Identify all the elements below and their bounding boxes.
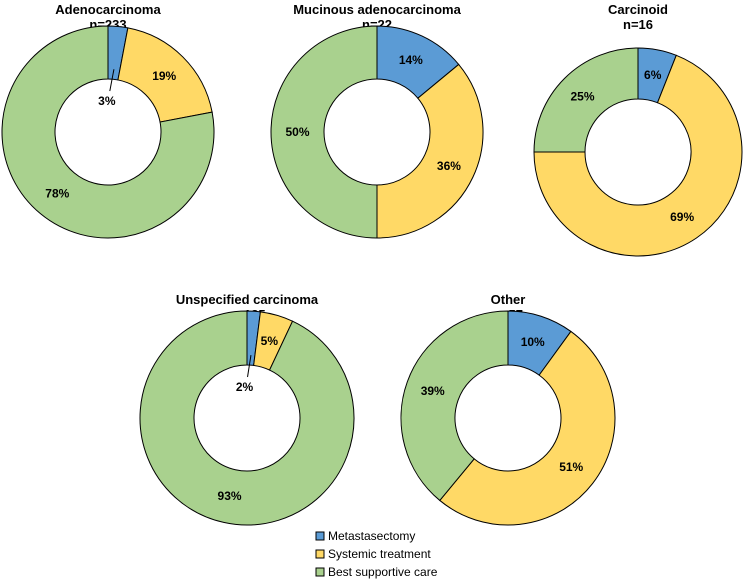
slice-label-systemic-treatment: 51% — [559, 460, 583, 474]
legend-swatch-metastasectomy — [315, 531, 325, 541]
slice-best-supportive-care — [139, 310, 355, 526]
slice-label-best-supportive-care: 39% — [421, 384, 445, 398]
slice-label-metastasectomy: 6% — [644, 68, 662, 82]
legend-swatch-best-supportive-care — [315, 567, 325, 577]
slice-systemic-treatment — [439, 330, 616, 526]
slice-best-supportive-care — [270, 25, 378, 239]
legend-label-metastasectomy: Metastasectomy — [328, 529, 415, 543]
slice-systemic-treatment — [376, 63, 484, 239]
slice-label-metastasectomy: 3% — [98, 94, 116, 108]
chart-title: Carcinoid — [608, 2, 668, 17]
legend-label-best-supportive-care: Best supportive care — [328, 565, 438, 579]
chart-title: Other — [491, 292, 526, 307]
slice-label-best-supportive-care: 93% — [218, 489, 242, 503]
legend-label-systemic-treatment: Systemic treatment — [328, 547, 431, 561]
slice-label-systemic-treatment: 19% — [152, 69, 176, 83]
slice-label-systemic-treatment: 5% — [261, 334, 279, 348]
slice-label-metastasectomy: 14% — [399, 53, 423, 67]
slice-label-metastasectomy: 10% — [521, 335, 545, 349]
slice-label-best-supportive-care: 78% — [45, 186, 69, 200]
slice-best-supportive-care — [533, 47, 639, 153]
leader-line — [109, 69, 115, 92]
slice-best-supportive-care — [400, 310, 509, 502]
legend-swatch-systemic-treatment — [315, 549, 325, 559]
leader-line — [247, 355, 252, 378]
slice-label-systemic-treatment: 69% — [670, 210, 694, 224]
slice-label-best-supportive-care: 25% — [570, 89, 594, 103]
chart-title: Unspecified carcinoma — [176, 292, 319, 307]
slice-label-systemic-treatment: 36% — [437, 159, 461, 173]
chart-sample-size: n=16 — [623, 17, 653, 32]
slice-label-best-supportive-care: 50% — [285, 125, 309, 139]
legend: Metastasectomy Systemic treatment Best sup… — [315, 529, 438, 579]
slice-label-metastasectomy: 2% — [236, 380, 254, 394]
donut-chart-other: Othern=5710%51%39% — [400, 292, 616, 526]
slice-best-supportive-care — [1, 25, 215, 239]
chart-title: Mucinous adenocarcinoma — [293, 2, 461, 17]
chart-title: Adenocarcinoma — [55, 2, 161, 17]
slice-systemic-treatment — [533, 54, 743, 257]
